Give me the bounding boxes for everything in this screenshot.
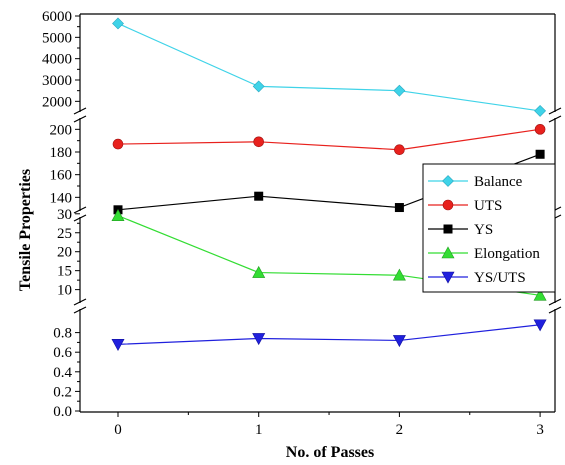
y-tick-label: 140 bbox=[50, 190, 73, 206]
y-tick-label: 4000 bbox=[42, 52, 72, 68]
x-axis-title: No. of Passes bbox=[286, 444, 374, 461]
data-point-ys-uts-1 bbox=[252, 333, 266, 346]
y-tick-label: 180 bbox=[50, 145, 73, 161]
data-point-elongation-3 bbox=[533, 288, 547, 301]
legend-marker-ys bbox=[443, 224, 453, 234]
data-point-ys-uts-0 bbox=[111, 339, 125, 351]
data-point-uts-0 bbox=[112, 138, 124, 150]
data-point-uts-1 bbox=[253, 136, 265, 148]
y-tick-label: 0.2 bbox=[53, 384, 72, 400]
legend-marker-uts bbox=[442, 199, 454, 211]
data-point-ys-1 bbox=[254, 191, 264, 201]
data-point-balance-1 bbox=[252, 80, 265, 93]
axis-break-mark bbox=[73, 206, 87, 214]
axis-break-mark bbox=[548, 107, 562, 115]
axes: 2000300040005000600014016018020010152025… bbox=[42, 9, 562, 438]
data-point-elongation-2 bbox=[392, 268, 406, 281]
y-axis-title: Tensile Properties bbox=[17, 169, 34, 291]
legend-label-uts: UTS bbox=[474, 198, 502, 214]
axis-break-mark bbox=[548, 115, 562, 123]
legend-marker-elongation bbox=[441, 246, 455, 259]
y-tick-label: 15 bbox=[57, 264, 72, 280]
data-point-balance-0 bbox=[112, 17, 124, 30]
y-tick-label: 200 bbox=[50, 122, 73, 138]
series-lines bbox=[117, 22, 541, 345]
axis-break-mark bbox=[73, 115, 87, 123]
y-tick-label: 30 bbox=[57, 207, 72, 223]
legend-marker-balance bbox=[442, 175, 454, 187]
y-tick-label: 0.0 bbox=[53, 404, 72, 420]
legend-label-elongation: Elongation bbox=[474, 246, 540, 262]
legend-label-ys: YS bbox=[474, 222, 493, 238]
y-tick-label: 2000 bbox=[42, 94, 72, 110]
y-tick-label: 10 bbox=[57, 283, 72, 299]
axis-break-mark bbox=[73, 306, 87, 314]
series-line-balance bbox=[117, 22, 541, 112]
axis-break-mark bbox=[73, 214, 87, 222]
data-point-elongation-0 bbox=[111, 209, 125, 221]
data-point-uts-2 bbox=[394, 144, 405, 156]
y-tick-label: 5000 bbox=[42, 30, 72, 46]
y-tick-label: 25 bbox=[57, 226, 72, 242]
axis-break-mark bbox=[548, 306, 562, 314]
axis-break-mark bbox=[73, 107, 87, 115]
legend-label-balance: Balance bbox=[474, 174, 523, 190]
y-tick-label: 160 bbox=[50, 168, 73, 184]
data-point-ys-3 bbox=[535, 149, 545, 159]
data-point-balance-3 bbox=[534, 105, 547, 117]
data-point-ys-uts-2 bbox=[392, 335, 406, 348]
data-point-uts-3 bbox=[534, 124, 546, 135]
y-tick-label: 0.8 bbox=[53, 326, 72, 342]
x-tick-label: 1 bbox=[255, 422, 263, 438]
y-tick-label: 6000 bbox=[42, 9, 72, 25]
x-tick-label: 0 bbox=[114, 422, 122, 438]
axis-break-mark bbox=[548, 298, 562, 306]
data-point-elongation-1 bbox=[252, 265, 266, 278]
x-tick-label: 3 bbox=[536, 422, 544, 438]
data-point-ys-uts-3 bbox=[533, 319, 547, 332]
data-point-ys-2 bbox=[394, 203, 404, 213]
series-line-ys-uts bbox=[117, 324, 541, 345]
y-tick-label: 3000 bbox=[42, 73, 72, 89]
series-line-uts bbox=[117, 128, 541, 151]
y-tick-label: 20 bbox=[57, 245, 72, 261]
data-point-balance-2 bbox=[393, 84, 406, 97]
legend-marker-ys-uts bbox=[441, 271, 455, 284]
axis-break-mark bbox=[73, 298, 87, 306]
x-tick-label: 2 bbox=[396, 422, 404, 438]
series-markers bbox=[111, 17, 547, 351]
y-tick-label: 0.4 bbox=[53, 365, 72, 381]
y-tick-label: 0.6 bbox=[53, 345, 72, 361]
legend: Balance UTS YS Elongation YS/UTS bbox=[422, 163, 556, 293]
legend-label-ys-uts: YS/UTS bbox=[474, 270, 526, 286]
